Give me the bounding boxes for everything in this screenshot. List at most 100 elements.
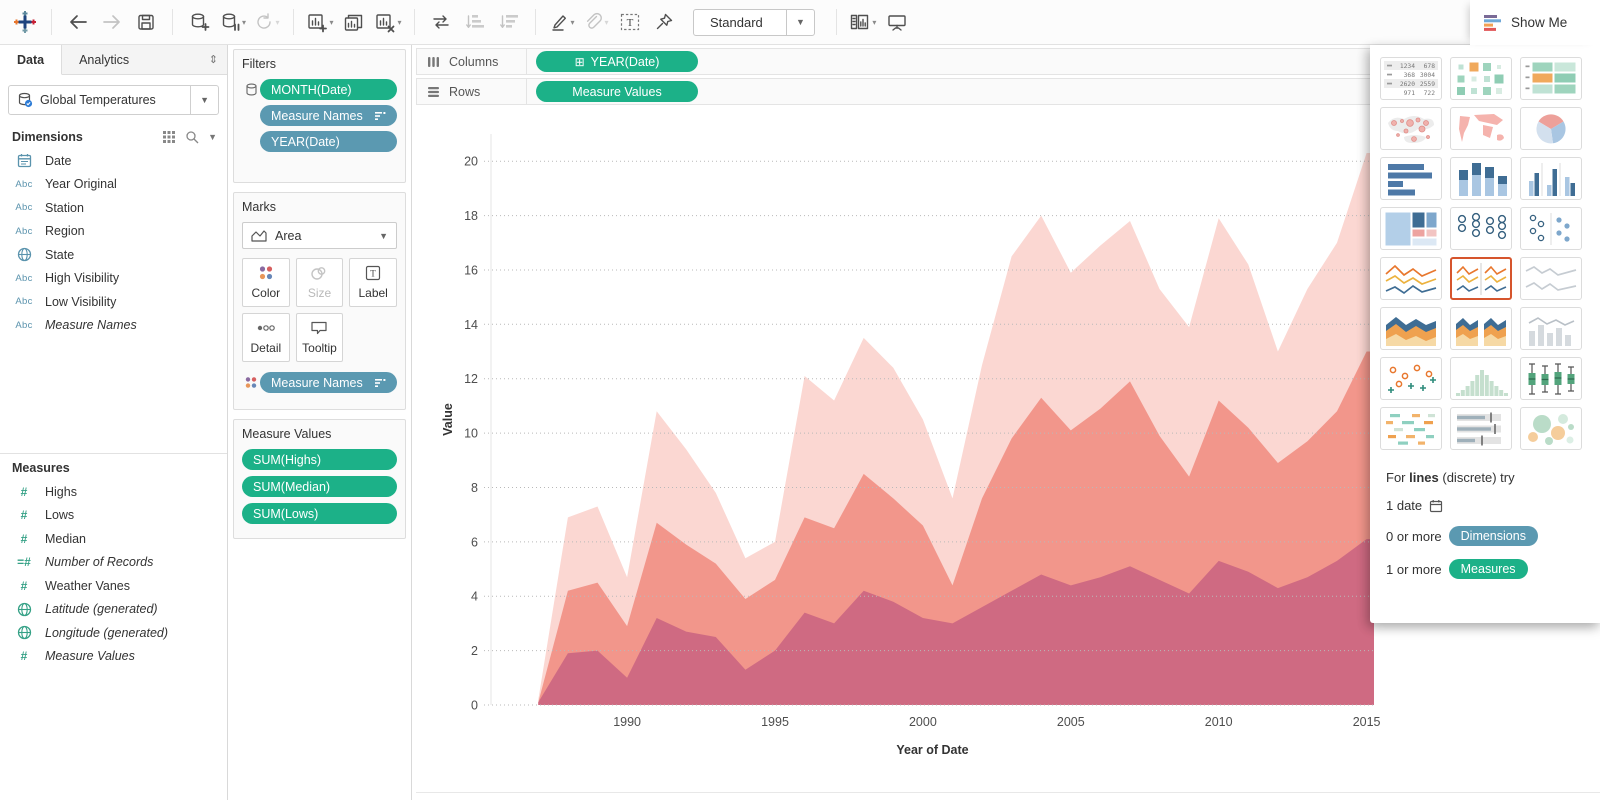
color-button[interactable]: Color xyxy=(242,258,290,307)
measure-field-highs[interactable]: # Highs xyxy=(0,480,227,504)
pane-sort-icon[interactable]: ⇕ xyxy=(200,45,227,74)
svg-text:4: 4 xyxy=(471,590,478,604)
show-me-button[interactable]: Show Me xyxy=(1470,0,1600,45)
show-me-bullet-graph[interactable] xyxy=(1450,407,1512,450)
filter-pill-measure-names[interactable]: Measure Names xyxy=(260,105,397,126)
abc-icon: Abc xyxy=(12,202,36,213)
globe-icon xyxy=(12,625,36,640)
filter-pill-month-date[interactable]: MONTH(Date) xyxy=(260,79,397,100)
mark-type-selector[interactable]: Area ▼ xyxy=(242,222,397,249)
presentation-mode-button[interactable] xyxy=(882,7,912,37)
detail-icon xyxy=(256,320,276,336)
dimension-field-year-original[interactable]: Abc Year Original xyxy=(0,173,227,197)
measure-values-card: Measure Values SUM(Highs) SUM(Median) SU… xyxy=(233,419,406,539)
show-hide-cards-button[interactable]: ▾ xyxy=(848,7,878,37)
tooltip-button[interactable]: Tooltip xyxy=(296,313,344,362)
search-icon[interactable] xyxy=(185,130,199,144)
measure-field-longitude[interactable]: Longitude (generated) xyxy=(0,621,227,645)
columns-pill-year-date[interactable]: ⊞ YEAR(Date) xyxy=(536,51,698,72)
new-datasource-button[interactable] xyxy=(184,7,214,37)
dimension-field-state[interactable]: State xyxy=(0,243,227,267)
fix-axes-button[interactable] xyxy=(649,7,679,37)
dimension-field-measure-names[interactable]: Abc Measure Names xyxy=(0,314,227,338)
show-me-scatter-plot[interactable] xyxy=(1380,357,1442,400)
show-me-pie-chart[interactable] xyxy=(1520,107,1582,150)
marks-pill-measure-names[interactable]: Measure Names xyxy=(260,372,397,393)
new-worksheet-button[interactable]: ▾ xyxy=(305,7,335,37)
number-icon: =# xyxy=(12,555,36,569)
view-data-icon[interactable] xyxy=(162,130,176,144)
pause-updates-button[interactable]: ▾ xyxy=(218,7,248,37)
swap-rows-columns-button[interactable] xyxy=(426,7,456,37)
measure-field-median[interactable]: # Median xyxy=(0,527,227,551)
show-me-treemap[interactable] xyxy=(1380,207,1442,250)
highlight-button[interactable]: ▾ xyxy=(547,7,577,37)
chevron-down-icon[interactable]: ▼ xyxy=(786,10,814,35)
undo-button[interactable] xyxy=(63,7,93,37)
svg-text:16: 16 xyxy=(464,264,478,278)
show-me-line-discrete[interactable] xyxy=(1450,257,1512,300)
size-button[interactable]: Size xyxy=(296,258,344,307)
dropdown-caret-icon: ▾ xyxy=(872,18,876,27)
refresh-button[interactable]: ▾ xyxy=(252,7,282,37)
dimension-field-station[interactable]: Abc Station xyxy=(0,196,227,220)
show-me-gantt[interactable] xyxy=(1380,407,1442,450)
measure-field-latitude[interactable]: Latitude (generated) xyxy=(0,598,227,622)
show-me-box-and-whisker[interactable] xyxy=(1520,357,1582,400)
show-me-line-continuous[interactable] xyxy=(1380,257,1442,300)
abc-icon: Abc xyxy=(12,273,36,284)
show-me-heat-map[interactable] xyxy=(1450,57,1512,100)
tab-analytics[interactable]: Analytics xyxy=(62,45,146,74)
expand-plus-icon[interactable]: ⊞ xyxy=(575,55,585,69)
label-button[interactable]: T Label xyxy=(349,258,397,307)
show-me-side-by-side-circle[interactable] xyxy=(1520,207,1582,250)
chevron-down-icon[interactable]: ▼ xyxy=(208,132,217,142)
show-me-text-table[interactable]: 1234678368300426202559971722 xyxy=(1380,57,1442,100)
show-me-circle-view[interactable] xyxy=(1450,207,1512,250)
dimension-field-low-visibility[interactable]: Abc Low Visibility xyxy=(0,290,227,314)
clear-sheet-button[interactable]: ▾ xyxy=(373,7,403,37)
tab-data[interactable]: Data xyxy=(0,45,62,75)
show-me-packed-bubbles[interactable] xyxy=(1520,407,1582,450)
dimension-field-date[interactable]: Date xyxy=(0,149,227,173)
duplicate-sheet-button[interactable] xyxy=(339,7,369,37)
show-me-horizontal-bar[interactable] xyxy=(1380,157,1442,200)
rows-pill-measure-values[interactable]: Measure Values xyxy=(536,81,698,102)
tableau-logo-icon[interactable] xyxy=(10,7,40,37)
show-me-side-by-side-bar[interactable] xyxy=(1520,157,1582,200)
text-label-button[interactable]: T xyxy=(615,7,645,37)
svg-text:14: 14 xyxy=(464,318,478,332)
show-me-symbol-map[interactable] xyxy=(1380,107,1442,150)
measure-field-number-of-records[interactable]: =# Number of Records xyxy=(0,551,227,575)
show-me-area-continuous[interactable] xyxy=(1380,307,1442,350)
show-me-filled-map[interactable] xyxy=(1450,107,1512,150)
save-button[interactable] xyxy=(131,7,161,37)
detail-button[interactable]: Detail xyxy=(242,313,290,362)
fit-selector[interactable]: Standard ▼ xyxy=(693,9,815,36)
filter-pill-year-date[interactable]: YEAR(Date) xyxy=(260,131,397,152)
show-me-stacked-bar[interactable] xyxy=(1450,157,1512,200)
redo-button[interactable] xyxy=(97,7,127,37)
measure-values-pill-sum-median[interactable]: SUM(Median) xyxy=(242,476,397,497)
sort-descending-button[interactable] xyxy=(494,7,524,37)
filter-state-icon xyxy=(375,111,386,121)
measure-field-measure-values[interactable]: # Measure Values xyxy=(0,645,227,669)
show-me-dual-line[interactable] xyxy=(1520,257,1582,300)
datasource-name: Global Temperatures xyxy=(40,93,156,107)
dimension-field-high-visibility[interactable]: Abc High Visibility xyxy=(0,267,227,291)
svg-text:2: 2 xyxy=(471,644,478,658)
sort-ascending-button[interactable] xyxy=(460,7,490,37)
area-mark-icon xyxy=(251,229,267,242)
measure-values-pill-sum-highs[interactable]: SUM(Highs) xyxy=(242,449,397,470)
show-me-histogram[interactable] xyxy=(1450,357,1512,400)
dimension-field-region[interactable]: Abc Region xyxy=(0,220,227,244)
measure-field-weather-vanes[interactable]: # Weather Vanes xyxy=(0,574,227,598)
group-members-button[interactable]: ▾ xyxy=(581,7,611,37)
show-me-area-discrete[interactable] xyxy=(1450,307,1512,350)
measure-field-lows[interactable]: # Lows xyxy=(0,504,227,528)
show-me-dual-combination[interactable] xyxy=(1520,307,1582,350)
chevron-down-icon[interactable]: ▼ xyxy=(190,86,218,114)
measure-values-pill-sum-lows[interactable]: SUM(Lows) xyxy=(242,503,397,524)
datasource-selector[interactable]: Global Temperatures ▼ xyxy=(8,85,219,115)
show-me-highlight-table[interactable] xyxy=(1520,57,1582,100)
